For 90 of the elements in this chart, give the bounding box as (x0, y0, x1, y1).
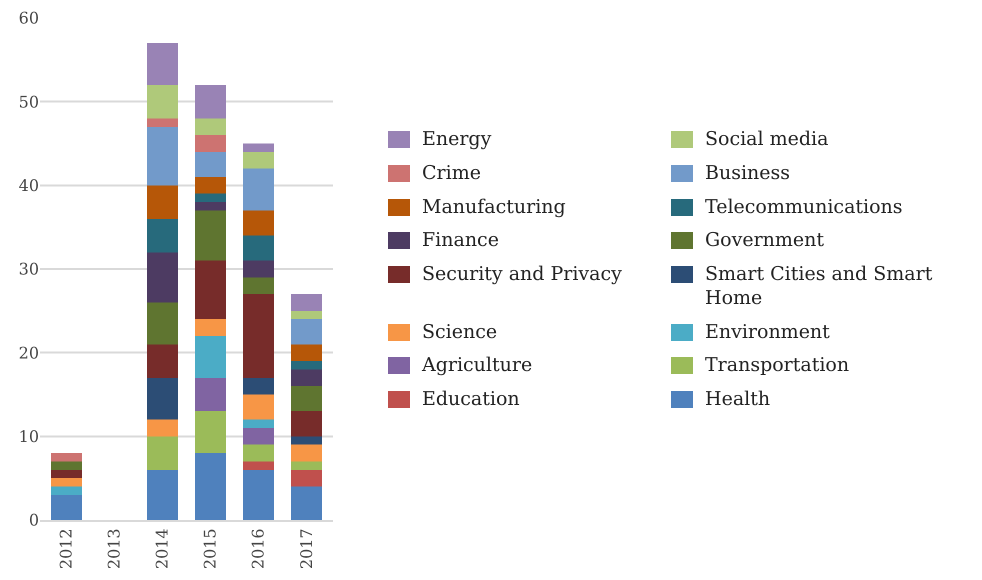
bar (50, 494, 82, 520)
bar (242, 210, 274, 236)
legend-label: Energy (422, 128, 492, 152)
legend-label: Crime (422, 162, 481, 186)
bar (50, 486, 82, 495)
legend-label: Manufacturing (422, 196, 566, 220)
bar (194, 319, 226, 336)
bar (146, 252, 178, 302)
bar (146, 126, 178, 186)
bar (146, 420, 178, 436)
x-tick-label: 2017 (296, 528, 316, 570)
bar (194, 411, 226, 454)
bar (194, 84, 226, 118)
bar (290, 319, 322, 344)
legend-label: Science (422, 320, 498, 344)
bar (194, 194, 226, 202)
bar (194, 202, 226, 210)
bar (50, 478, 82, 487)
y-tick-label: 30 (18, 260, 39, 279)
legend-label: Agriculture (422, 354, 532, 378)
bar (242, 260, 274, 278)
bar (146, 118, 178, 127)
bar (242, 168, 274, 210)
bar (146, 436, 178, 470)
bar (242, 420, 274, 428)
y-tick-label: 60 (18, 8, 39, 28)
bar (290, 310, 322, 320)
bar (146, 84, 178, 118)
bar (194, 210, 226, 261)
bar (290, 386, 322, 412)
legend-label: Government (705, 229, 824, 253)
bar (242, 236, 274, 261)
bar (194, 176, 226, 194)
y-tick-label: 50 (18, 92, 39, 112)
bar (242, 144, 274, 152)
bar (242, 394, 274, 420)
bar (290, 486, 322, 520)
x-tick-label: 2016 (248, 528, 268, 570)
bar (194, 378, 226, 412)
legend-label: Business (705, 162, 790, 186)
legend-label: Finance (422, 229, 499, 253)
bar (242, 470, 274, 520)
bar (290, 369, 322, 386)
bar (146, 218, 178, 252)
y-tick-label: 0 (28, 510, 39, 530)
x-tick-label: 2012 (56, 528, 76, 570)
bar (146, 302, 178, 344)
bar (50, 461, 82, 470)
y-tick-label: 10 (18, 426, 39, 446)
bar (290, 436, 322, 445)
legend-label: Telecommunications (705, 196, 903, 220)
legend-label: Social media (705, 128, 828, 152)
bar (194, 260, 226, 320)
bar (194, 135, 226, 152)
legend-label: Smart Cities and Smart Home (705, 263, 934, 310)
legend-label: Transportation (705, 354, 850, 378)
bar (290, 344, 322, 362)
bar (194, 336, 226, 378)
bar (146, 185, 178, 219)
bar (242, 152, 274, 169)
bar (146, 378, 178, 420)
bar (242, 428, 274, 445)
bar (194, 152, 226, 177)
x-tick-label: 2014 (152, 528, 172, 570)
legend-label: Health (705, 388, 770, 412)
bar (290, 461, 322, 470)
bar (146, 43, 178, 85)
bar (146, 470, 178, 520)
bar (194, 118, 226, 136)
bar (290, 444, 322, 462)
bar (242, 444, 274, 462)
bar (290, 470, 322, 487)
y-tick-label: 20 (18, 343, 39, 362)
bar (146, 344, 178, 378)
legend-label: Environment (705, 320, 830, 344)
bar (242, 378, 274, 394)
bar (50, 470, 82, 478)
bar (242, 294, 274, 378)
bar (290, 361, 322, 370)
legend-label: Security and Privacy (422, 263, 622, 287)
y-tick-label: 40 (18, 176, 39, 195)
x-tick-label: 2013 (104, 528, 124, 570)
bar (242, 461, 274, 470)
bar (290, 411, 322, 436)
bar (290, 294, 322, 311)
bar (194, 453, 226, 520)
legend-label: Education (422, 388, 520, 412)
bar (50, 453, 82, 462)
x-tick-label: 2015 (200, 528, 220, 570)
bar (242, 277, 274, 294)
